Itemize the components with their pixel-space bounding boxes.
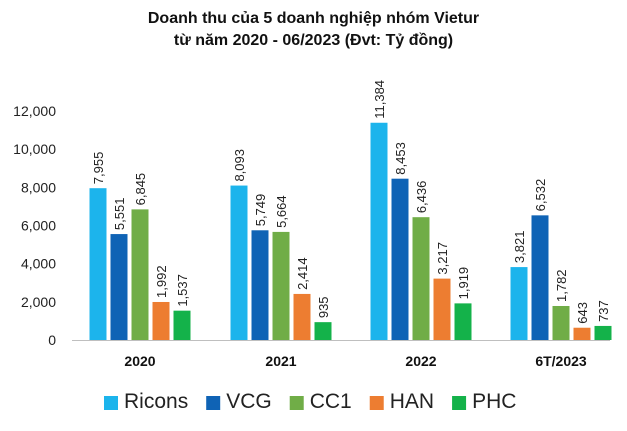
data-label: 1,919 bbox=[456, 267, 471, 300]
bar-cc1 bbox=[131, 209, 149, 340]
legend-swatch-vcg bbox=[206, 396, 221, 410]
data-label: 5,551 bbox=[112, 198, 127, 231]
legend-label-phc: PHC bbox=[472, 390, 516, 413]
legend-swatch-phc bbox=[452, 396, 467, 410]
data-label: 8,093 bbox=[232, 149, 247, 182]
data-label: 5,749 bbox=[253, 194, 268, 227]
legend-swatch-han bbox=[369, 396, 384, 410]
x-tick-label: 2021 bbox=[265, 353, 296, 369]
bar-han bbox=[152, 301, 170, 340]
data-label: 1,782 bbox=[554, 269, 569, 302]
bar-cc1 bbox=[412, 217, 430, 340]
legend-swatch-cc1 bbox=[289, 396, 304, 410]
x-tick-label: 6T/2023 bbox=[535, 353, 587, 369]
bar-phc bbox=[454, 303, 472, 340]
bar-cc1 bbox=[552, 305, 570, 340]
data-label: 3,821 bbox=[512, 231, 527, 264]
data-label: 6,532 bbox=[533, 179, 548, 212]
bar-ricons bbox=[230, 185, 248, 340]
data-label: 2,414 bbox=[295, 257, 310, 290]
y-tick-label: 12,000 bbox=[13, 103, 56, 119]
data-label: 6,436 bbox=[414, 181, 429, 214]
x-tick-label: 2020 bbox=[124, 353, 155, 369]
bar-han bbox=[293, 293, 311, 340]
data-label: 5,664 bbox=[274, 195, 289, 228]
x-tick-label: 2022 bbox=[405, 353, 436, 369]
y-tick-label: 10,000 bbox=[13, 141, 56, 157]
legend-label-vcg: VCG bbox=[226, 390, 272, 413]
y-tick-label: 4,000 bbox=[21, 256, 56, 272]
chart-subtitle: từ năm 2020 - 06/2023 (Đvt: Tỷ đồng) bbox=[173, 32, 454, 49]
bar-phc bbox=[314, 322, 332, 340]
chart-title: Doanh thu của 5 doanh nghiệp nhóm Vietur bbox=[147, 10, 480, 27]
bar-han bbox=[573, 327, 591, 340]
bar-cc1 bbox=[272, 231, 290, 340]
data-label: 3,217 bbox=[435, 242, 450, 275]
data-label: 8,453 bbox=[393, 142, 408, 175]
y-tick-label: 2,000 bbox=[21, 294, 56, 310]
bar-phc bbox=[173, 310, 191, 340]
legend-swatch-ricons bbox=[104, 396, 118, 410]
data-label: 737 bbox=[596, 300, 611, 322]
legend-label-ricons: Ricons bbox=[124, 390, 188, 413]
bar-vcg bbox=[391, 178, 409, 340]
bar-phc bbox=[594, 325, 612, 340]
data-label: 11,384 bbox=[372, 80, 387, 119]
data-label: 935 bbox=[316, 296, 331, 318]
data-label: 643 bbox=[575, 302, 590, 324]
bar-han bbox=[433, 278, 451, 340]
data-label: 6,845 bbox=[133, 173, 148, 206]
data-label: 1,992 bbox=[154, 265, 169, 298]
bar-vcg bbox=[251, 230, 269, 340]
data-label: 1,537 bbox=[175, 274, 190, 307]
legend-label-han: HAN bbox=[390, 390, 434, 413]
y-tick-label: 6,000 bbox=[21, 218, 56, 234]
y-tick-label: 8,000 bbox=[21, 179, 56, 195]
legend-label-cc1: CC1 bbox=[310, 390, 352, 413]
bar-vcg bbox=[110, 234, 128, 340]
bar-ricons bbox=[370, 122, 388, 340]
bar-ricons bbox=[89, 188, 107, 340]
y-tick-label: 0 bbox=[48, 332, 56, 348]
bar-ricons bbox=[510, 267, 528, 340]
bar-vcg bbox=[531, 215, 549, 340]
data-label: 7,955 bbox=[91, 152, 106, 185]
